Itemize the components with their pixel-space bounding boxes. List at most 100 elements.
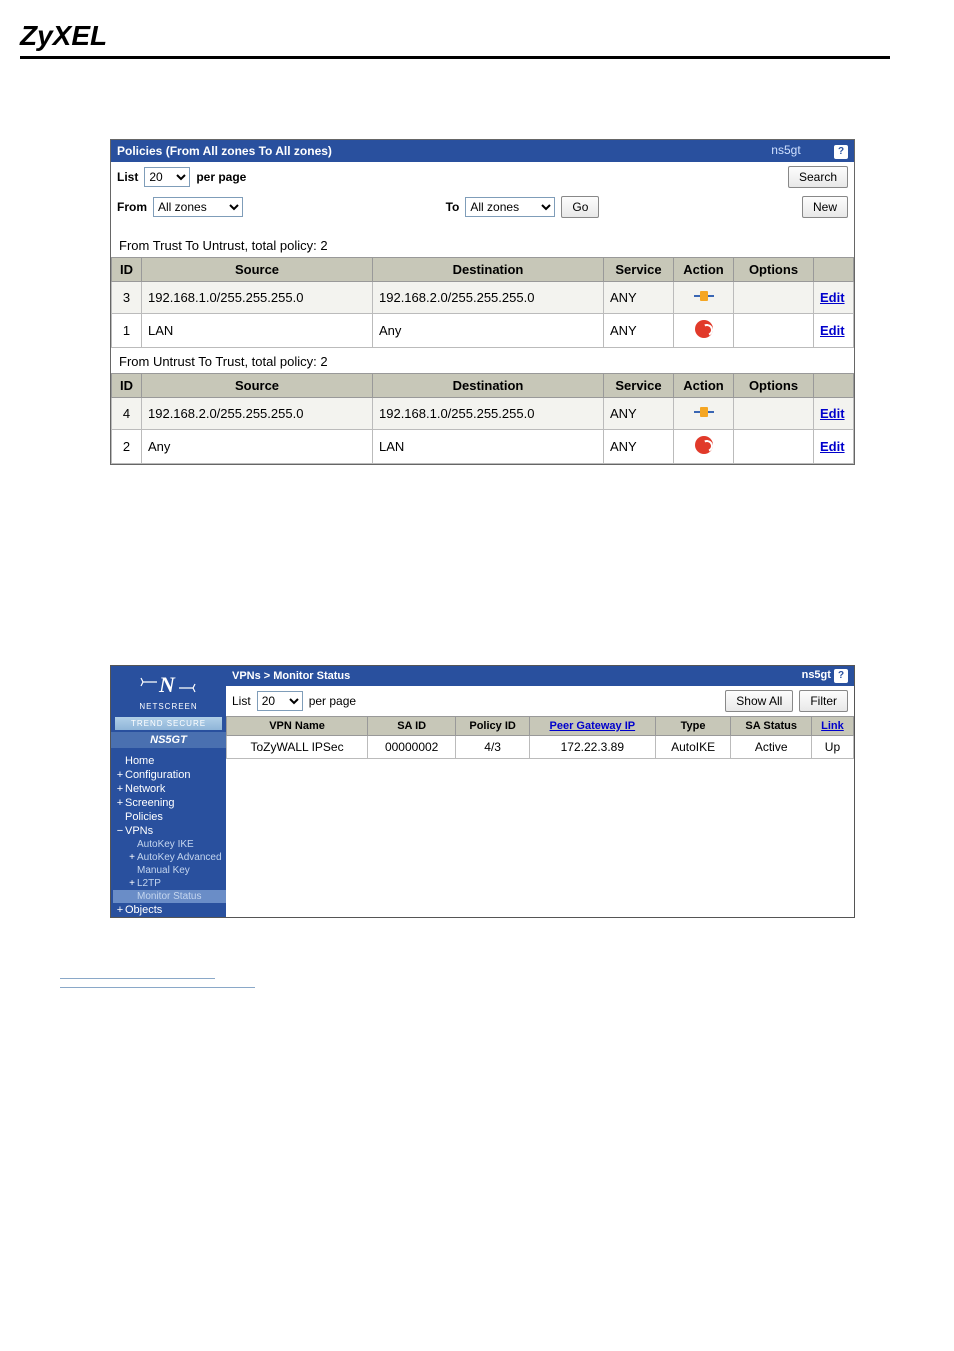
sidebar-item-monitor-status[interactable]: Monitor Status: [113, 890, 226, 903]
col-service: Service: [604, 258, 674, 282]
hostname-label: ns5gt: [771, 143, 800, 157]
sidebar-item-objects[interactable]: +Objects: [113, 903, 226, 917]
cell-service: ANY: [604, 398, 674, 430]
cell-peer: 172.22.3.89: [529, 736, 655, 759]
sidebar-item-home[interactable]: Home: [113, 754, 226, 768]
sidebar-device: NS5GT: [111, 732, 226, 748]
col-id: ID: [112, 374, 142, 398]
cell-source: 192.168.2.0/255.255.255.0: [142, 398, 373, 430]
permit-icon: [694, 404, 714, 420]
cell-options: [734, 430, 814, 464]
cell-link: Up: [811, 736, 853, 759]
table-row: 1 LAN Any ANY Edit: [112, 314, 854, 348]
cell-destination: 192.168.2.0/255.255.255.0: [373, 282, 604, 314]
col-options: Options: [734, 374, 814, 398]
expand-icon[interactable]: +: [127, 852, 137, 863]
table-row: 4 192.168.2.0/255.255.255.0 192.168.1.0/…: [112, 398, 854, 430]
col-link[interactable]: Link: [811, 717, 853, 736]
edit-link[interactable]: Edit: [820, 323, 845, 338]
col-sa-status: SA Status: [731, 717, 811, 736]
table-row: ToZyWALL IPSec 00000002 4/3 172.22.3.89 …: [227, 736, 854, 759]
sidebar-item-vpns[interactable]: −VPNs: [113, 824, 226, 838]
cell-edit: Edit: [814, 430, 854, 464]
policies-panel: Policies (From All zones To All zones) n…: [110, 139, 855, 465]
vpn-per-page-select[interactable]: 20: [257, 691, 303, 711]
permit-icon: [694, 288, 714, 304]
col-service: Service: [604, 374, 674, 398]
col-type: Type: [655, 717, 731, 736]
sidebar-item-l2tp[interactable]: +L2TP: [113, 877, 226, 890]
help-icon[interactable]: ?: [834, 145, 848, 159]
policy-table: ID Source Destination Service Action Opt…: [111, 257, 854, 348]
cell-policy-id: 4/3: [456, 736, 530, 759]
from-select[interactable]: All zones: [153, 197, 243, 217]
cell-destination: Any: [373, 314, 604, 348]
footer-rule: [60, 978, 215, 979]
cell-source: 192.168.1.0/255.255.255.0: [142, 282, 373, 314]
help-icon[interactable]: ?: [834, 669, 848, 683]
sidebar-item-manual-key[interactable]: Manual Key: [113, 864, 226, 877]
sidebar-item-label: Screening: [125, 797, 175, 809]
cell-destination: 192.168.1.0/255.255.255.0: [373, 398, 604, 430]
col-source: Source: [142, 374, 373, 398]
col-edit: [814, 258, 854, 282]
cell-service: ANY: [604, 430, 674, 464]
cell-sa-status: Active: [731, 736, 811, 759]
sidebar-item-label: VPNs: [125, 825, 153, 837]
svg-text:N: N: [158, 674, 176, 696]
cell-id: 2: [112, 430, 142, 464]
from-label: From: [117, 200, 147, 214]
cell-destination: LAN: [373, 430, 604, 464]
col-destination: Destination: [373, 258, 604, 282]
sidebar-item-autokey-advanced[interactable]: +AutoKey Advanced: [113, 851, 226, 864]
sidebar-item-label: Network: [125, 783, 165, 795]
sidebar-item-label: Monitor Status: [137, 891, 201, 902]
sidebar-item-label: AutoKey IKE: [137, 839, 194, 850]
sidebar-item-label: Objects: [125, 904, 162, 916]
sidebar-item-label: AutoKey Advanced: [137, 852, 222, 863]
expand-icon[interactable]: −: [115, 825, 125, 837]
col-action: Action: [674, 258, 734, 282]
footer-rule: [60, 987, 255, 988]
expand-icon[interactable]: +: [115, 769, 125, 781]
to-label: To: [446, 200, 460, 214]
new-button[interactable]: New: [802, 196, 848, 218]
edit-link[interactable]: Edit: [820, 290, 845, 305]
edit-link[interactable]: Edit: [820, 439, 845, 454]
filter-button[interactable]: Filter: [799, 690, 848, 712]
deny-icon: [695, 320, 713, 338]
to-select[interactable]: All zones: [465, 197, 555, 217]
vpn-list-label: List: [232, 694, 251, 708]
sidebar-item-label: Configuration: [125, 769, 190, 781]
col-options: Options: [734, 258, 814, 282]
sidebar-trend-badge: TREND SECURE: [115, 717, 222, 730]
sidebar-item-screening[interactable]: +Screening: [113, 796, 226, 810]
policies-header: Policies (From All zones To All zones) n…: [111, 140, 854, 162]
expand-icon[interactable]: +: [115, 904, 125, 916]
brand-logo: ZyXEL: [20, 20, 890, 59]
col-id: ID: [112, 258, 142, 282]
search-button[interactable]: Search: [788, 166, 848, 188]
expand-icon[interactable]: +: [115, 783, 125, 795]
cell-options: [734, 314, 814, 348]
col-peer[interactable]: Peer Gateway IP: [529, 717, 655, 736]
sidebar-item-autokey-ike[interactable]: AutoKey IKE: [113, 838, 226, 851]
policies-title: Policies (From All zones To All zones): [117, 144, 332, 158]
sidebar-item-network[interactable]: +Network: [113, 782, 226, 796]
edit-link[interactable]: Edit: [820, 406, 845, 421]
per-page-select[interactable]: 20: [144, 167, 190, 187]
expand-icon[interactable]: +: [115, 797, 125, 809]
sidebar-brand-sub: NETSCREEN: [111, 702, 226, 711]
sidebar-item-label: Manual Key: [137, 865, 190, 876]
sidebar-item-configuration[interactable]: +Configuration: [113, 768, 226, 782]
sidebar-item-policies[interactable]: Policies: [113, 810, 226, 824]
policy-section-caption: From Trust To Untrust, total policy: 2: [111, 232, 854, 257]
cell-id: 4: [112, 398, 142, 430]
policy-table: ID Source Destination Service Action Opt…: [111, 373, 854, 464]
vpn-per-page-label: per page: [309, 694, 356, 708]
sidebar-brand: N NETSCREEN: [111, 666, 226, 715]
go-button[interactable]: Go: [561, 196, 599, 218]
col-sa-id: SA ID: [368, 717, 456, 736]
show-all-button[interactable]: Show All: [725, 690, 793, 712]
expand-icon[interactable]: +: [127, 878, 137, 889]
